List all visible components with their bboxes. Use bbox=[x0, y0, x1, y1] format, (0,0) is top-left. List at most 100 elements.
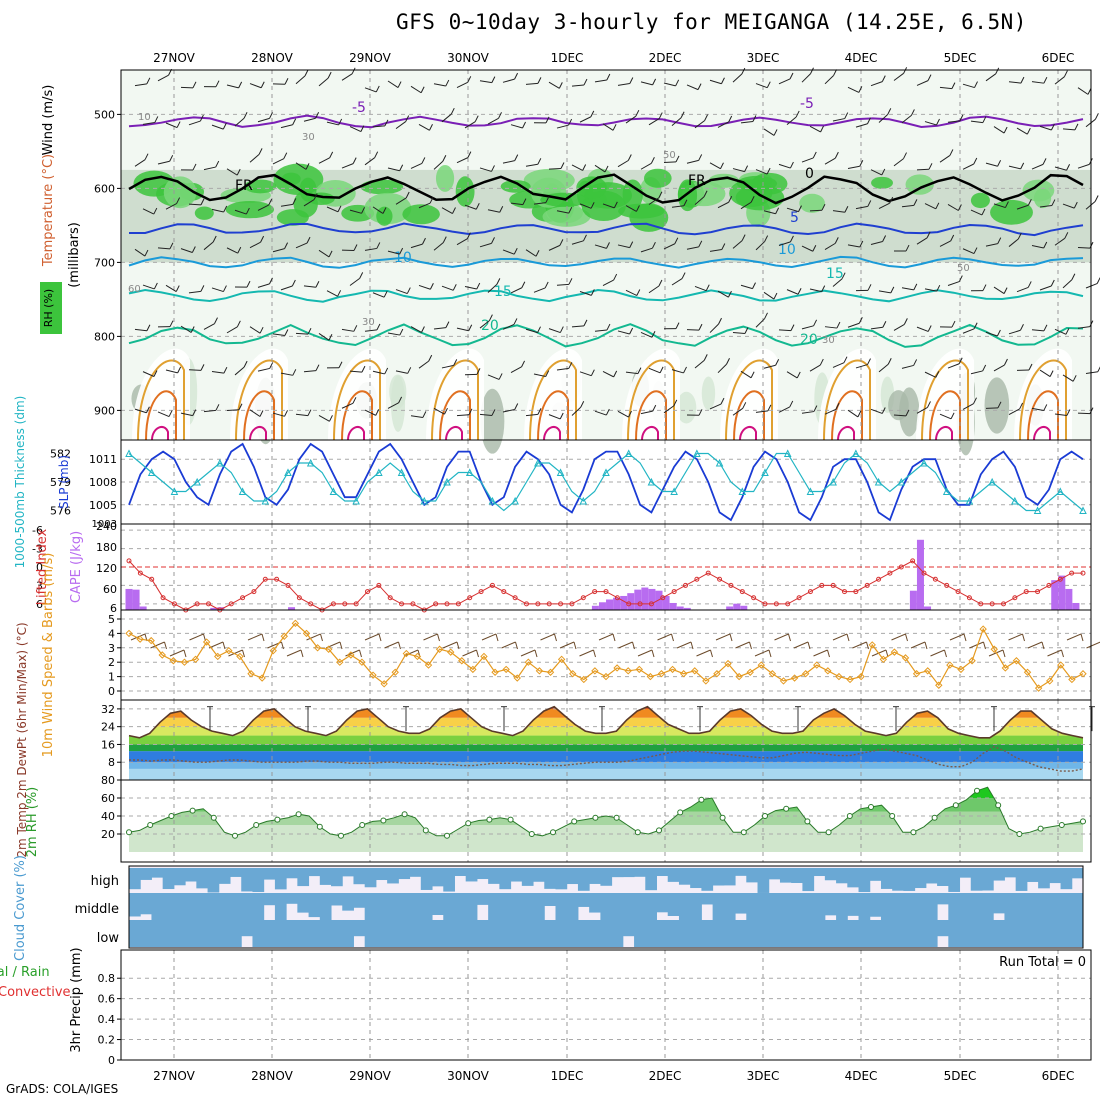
wind10m-ytick-label: 0 bbox=[108, 685, 115, 698]
wind-barb bbox=[810, 210, 822, 211]
cloud-cell bbox=[971, 893, 983, 920]
wind-barb-10m bbox=[541, 634, 555, 640]
cape-bar bbox=[726, 606, 733, 610]
cloud-cell bbox=[174, 893, 186, 920]
cape-tick-label: 120 bbox=[96, 562, 117, 575]
wind-barb-10m-flag bbox=[399, 642, 401, 649]
cloud-cell bbox=[600, 893, 612, 920]
wind-barb-10m bbox=[833, 634, 847, 640]
rh-point bbox=[317, 824, 322, 829]
date-label-bottom: 1DEC bbox=[551, 1069, 584, 1083]
date-label-top: 5DEC bbox=[944, 51, 977, 65]
cape-tick-label: 240 bbox=[96, 520, 117, 533]
cape-bar bbox=[606, 599, 613, 610]
wind-barb-10m-flag bbox=[984, 642, 986, 649]
cloud-cell bbox=[589, 920, 601, 947]
cloud-cell bbox=[746, 920, 758, 947]
temp-band bbox=[121, 762, 1091, 769]
rh-green-cell bbox=[1034, 188, 1051, 208]
cloud-cell bbox=[365, 893, 377, 920]
cloud-cell bbox=[466, 920, 478, 947]
cloud-cell bbox=[297, 920, 309, 947]
cloud-cell bbox=[522, 920, 534, 947]
rh-green-cell bbox=[195, 206, 214, 219]
cape-bar bbox=[1065, 589, 1072, 610]
rh-point bbox=[953, 803, 958, 808]
cloud-cell bbox=[836, 868, 848, 883]
cloud-cell bbox=[421, 868, 433, 890]
cloud-cell bbox=[1049, 920, 1061, 947]
date-label-bottom: 5DEC bbox=[944, 1069, 977, 1083]
cloud-row-label: low bbox=[97, 931, 120, 946]
cloud-cell bbox=[814, 868, 826, 876]
cloud-cell bbox=[881, 868, 893, 889]
cloud-cell bbox=[948, 868, 960, 892]
upper-air-ylabel-rh: RH (%) bbox=[42, 289, 55, 327]
slp-tick-label: 1011 bbox=[89, 453, 117, 466]
date-label-bottom: 3DEC bbox=[747, 1069, 780, 1083]
wind-barb-10m bbox=[580, 650, 594, 656]
wind-barb-10m-flag bbox=[750, 642, 752, 649]
rh-point bbox=[275, 817, 280, 822]
cloud-cell bbox=[971, 920, 983, 947]
cloud-cell bbox=[151, 868, 163, 878]
cloud-cell bbox=[421, 893, 433, 920]
cape-tick-label: 60 bbox=[103, 583, 117, 596]
wind-barb-10m-flag bbox=[711, 650, 713, 657]
cloud-cell bbox=[937, 868, 949, 886]
date-label-top: 6DEC bbox=[1042, 51, 1075, 65]
wind-barb-10m-flag bbox=[1062, 650, 1064, 657]
cloud-cell bbox=[477, 868, 489, 879]
rh-point bbox=[635, 830, 640, 835]
cloud-cell bbox=[578, 868, 590, 891]
cloud-cell bbox=[802, 868, 814, 891]
rh-green-cell bbox=[436, 165, 454, 192]
cloud-cell bbox=[623, 868, 635, 877]
cloud-cell bbox=[163, 868, 175, 889]
temp-band bbox=[121, 769, 1091, 780]
cloud-cell bbox=[331, 893, 343, 905]
cloud-cell bbox=[567, 868, 579, 884]
cloud-cell bbox=[297, 893, 309, 913]
cloud-cell bbox=[657, 893, 669, 912]
cloud-cell bbox=[836, 893, 848, 920]
wind-barb-10m-flag bbox=[652, 650, 654, 657]
cloud-cell bbox=[903, 868, 915, 891]
cloud-cell bbox=[623, 893, 635, 920]
wind10m-ytick-label: 4 bbox=[108, 627, 115, 640]
date-label-bottom: 6DEC bbox=[1042, 1069, 1075, 1083]
wind-barb-10m-flag bbox=[769, 650, 771, 657]
date-label-bottom: 30NOV bbox=[447, 1069, 489, 1083]
cloud-cell bbox=[701, 868, 713, 891]
wind-barb-10m bbox=[502, 642, 516, 648]
cloud-cell bbox=[342, 893, 354, 911]
isotherm-label: -5 bbox=[800, 96, 814, 112]
cloud-cell bbox=[780, 920, 792, 947]
wind-barb-10m-flag bbox=[828, 650, 830, 657]
cape-bar bbox=[670, 603, 677, 610]
cloud-cell bbox=[780, 893, 792, 920]
precip-ytick-label: 0.8 bbox=[98, 972, 116, 985]
rh-contour-label: 10 bbox=[138, 112, 151, 123]
rh-green-cell bbox=[871, 177, 893, 189]
cloud-cell bbox=[903, 920, 915, 947]
rh-point bbox=[975, 788, 980, 793]
cloud-cell bbox=[758, 893, 770, 920]
cloud-cell bbox=[376, 893, 388, 920]
cloud-cell bbox=[511, 893, 523, 920]
cloud-cell bbox=[410, 868, 422, 877]
wind-barb-10m bbox=[716, 634, 730, 640]
cloud-cell bbox=[758, 920, 770, 947]
cloud-cell bbox=[847, 868, 859, 887]
cloud-row-label: high bbox=[91, 874, 119, 889]
cloud-cell bbox=[488, 893, 500, 920]
wind-barb bbox=[1078, 413, 1090, 414]
rh-point bbox=[890, 814, 895, 819]
cape-bar bbox=[733, 604, 740, 610]
temp2m-ytick-label: 16 bbox=[101, 738, 115, 751]
rh2m-ytick-label: 60 bbox=[101, 792, 115, 805]
wind-barb-10m-flag bbox=[613, 634, 615, 641]
rh-point bbox=[614, 815, 619, 820]
cloud-cell bbox=[948, 893, 960, 920]
